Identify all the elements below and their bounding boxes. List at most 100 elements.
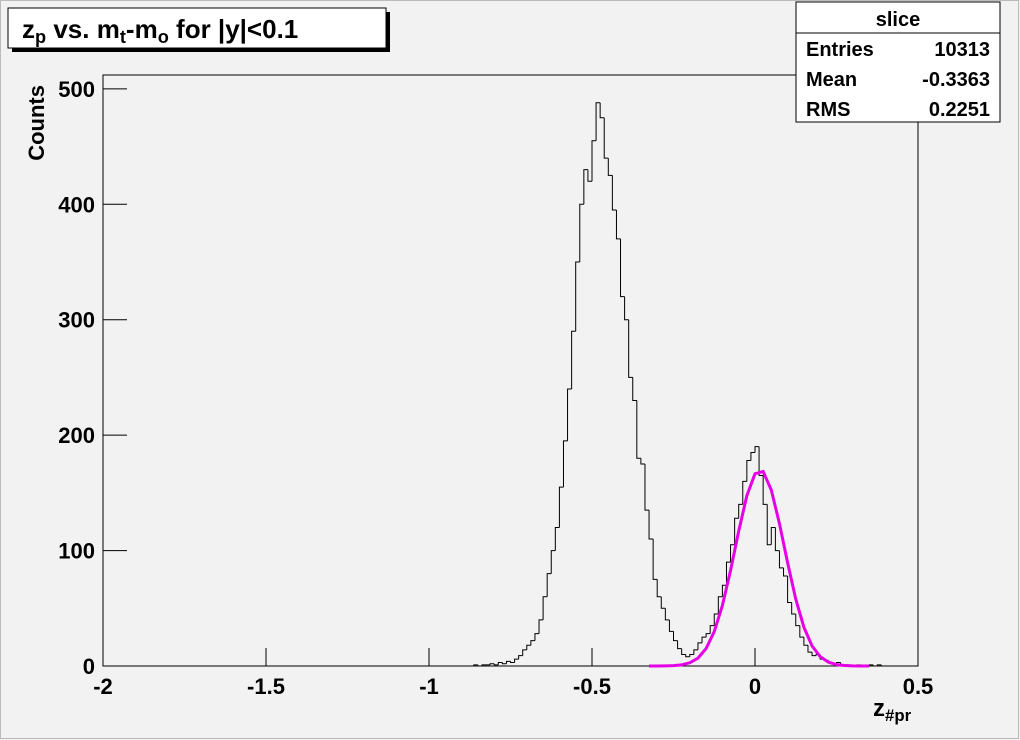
histogram-bin <box>628 319 633 378</box>
histogram-bin <box>689 653 694 657</box>
histogram-bin <box>624 296 629 321</box>
histogram-bin <box>811 652 817 657</box>
text-part: for |y|<0.1 <box>169 14 298 44</box>
stats-label: Mean <box>806 69 857 91</box>
histogram-bin <box>575 261 580 332</box>
stats-value: -0.3363 <box>922 69 990 91</box>
histogram-bin <box>518 655 523 660</box>
histogram-bin <box>668 619 674 632</box>
x-tick-label: -1.5 <box>247 674 285 699</box>
chart-title: zp vs. mt-mo for |y|<0.1 <box>22 14 298 47</box>
histogram-bin <box>730 544 735 563</box>
x-tick-label: -1 <box>419 674 439 699</box>
histogram-bin <box>607 158 613 176</box>
histogram-bin <box>713 613 719 626</box>
histogram-bin <box>579 203 584 262</box>
histogram-bin <box>709 625 715 634</box>
histogram-bin <box>595 102 601 141</box>
histogram-bin <box>721 584 727 597</box>
histogram-bin <box>522 649 527 656</box>
title-box <box>7 7 387 49</box>
histogram-bin <box>542 596 548 620</box>
histogram-bin <box>510 661 515 664</box>
histogram-bin <box>880 664 886 667</box>
histogram-bin <box>742 480 747 505</box>
histogram-bin <box>673 631 678 642</box>
histogram-bin <box>611 175 617 211</box>
histogram-bin <box>554 526 560 551</box>
histogram-bin <box>567 388 572 441</box>
histogram-bin <box>538 619 544 634</box>
histogram-bin <box>876 664 882 666</box>
histogram-bin <box>636 400 641 459</box>
histogram-bin <box>497 662 503 665</box>
histogram-bin <box>770 526 776 545</box>
y-tick-label: 200 <box>58 423 95 448</box>
text-part: z <box>873 695 885 722</box>
histogram-bin <box>701 636 707 643</box>
histogram-bin <box>652 539 658 580</box>
histogram-bin <box>587 169 592 182</box>
histogram-bin <box>505 660 511 664</box>
histogram-bin <box>530 640 535 646</box>
histogram-bin <box>664 608 670 621</box>
histogram-bin <box>738 503 743 519</box>
histogram-bin <box>493 663 499 666</box>
histogram-bin <box>778 550 784 569</box>
histogram-bin <box>583 169 588 205</box>
histogram-bin <box>477 664 482 667</box>
histogram-bin <box>774 527 780 552</box>
subscript: p <box>35 27 46 47</box>
histogram-bin <box>599 102 605 119</box>
x-tick-label: 0 <box>749 674 761 699</box>
y-tick-label: 100 <box>58 539 95 564</box>
stats-title: slice <box>876 9 920 31</box>
x-tick-label: 0.5 <box>903 674 934 699</box>
histogram-bin <box>648 510 654 540</box>
histogram-bin <box>558 486 564 528</box>
histogram-bin <box>697 642 703 650</box>
histogram-bin <box>473 664 478 666</box>
histogram-bin <box>717 596 723 615</box>
x-axis-label: z#pr <box>873 695 912 725</box>
histogram-bin <box>656 579 662 598</box>
y-tick-label: 400 <box>58 192 95 217</box>
histogram-bin <box>632 377 637 402</box>
stats-label: RMS <box>806 99 850 121</box>
text-part: z <box>22 14 35 44</box>
subscript: #pr <box>885 706 912 725</box>
x-tick-label: -2 <box>93 674 113 699</box>
histogram-bin <box>640 458 645 465</box>
text-part: -m <box>126 14 158 44</box>
histogram-bin <box>766 504 772 546</box>
histogram-bin <box>591 140 597 182</box>
y-tick-label: 500 <box>58 77 95 102</box>
histogram-bin <box>693 649 698 655</box>
x-tick-label: -0.5 <box>573 674 611 699</box>
histogram-bin <box>501 662 507 665</box>
histogram-bin <box>734 517 739 545</box>
histogram-bin <box>489 663 495 665</box>
text-part: vs. m <box>46 14 120 44</box>
histogram-bin <box>481 664 487 666</box>
fit-curve <box>649 469 870 668</box>
histogram-bin <box>803 637 808 646</box>
subscript: t <box>120 27 126 47</box>
histogram-bin <box>550 550 556 574</box>
stats-value: 10313 <box>934 39 990 61</box>
histogram-bin <box>725 561 731 586</box>
histogram-bin <box>660 596 666 609</box>
histogram-bin <box>681 648 686 655</box>
histogram-bin <box>762 475 768 505</box>
histogram-bin <box>534 633 540 641</box>
stats-label: Entries <box>806 39 874 61</box>
histogram-bin <box>705 633 711 638</box>
histogram-bin <box>685 654 690 658</box>
histogram-bin <box>746 460 751 482</box>
histogram-bin <box>787 575 792 604</box>
histogram-bin <box>620 238 625 298</box>
histogram-bin <box>795 614 800 627</box>
histogram-bin <box>615 210 621 240</box>
